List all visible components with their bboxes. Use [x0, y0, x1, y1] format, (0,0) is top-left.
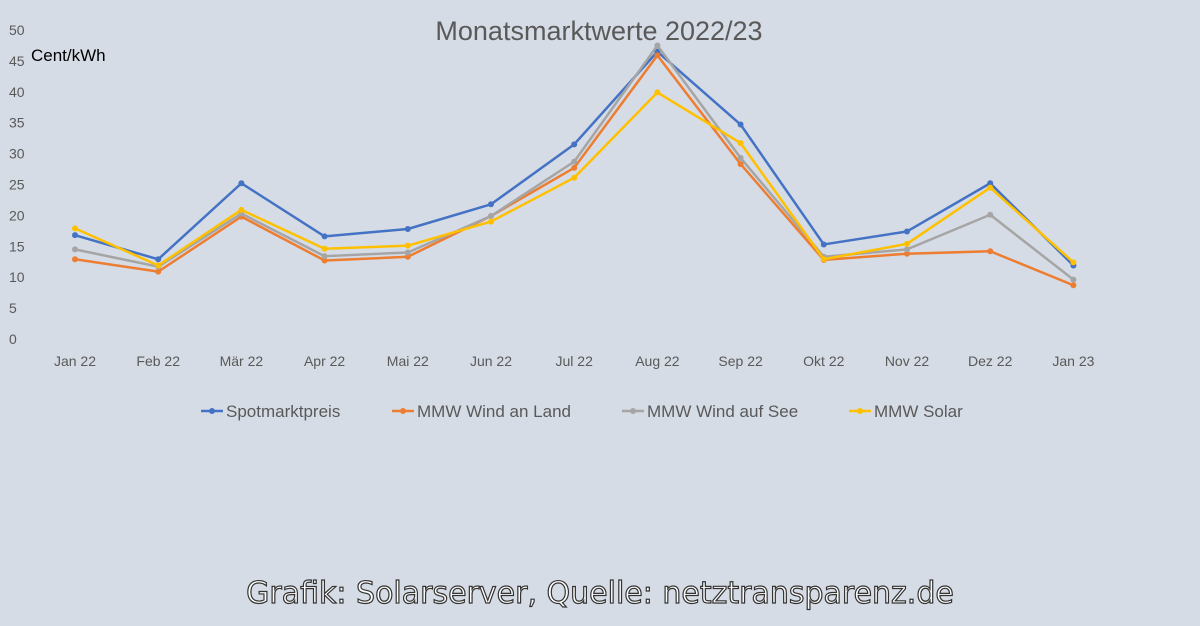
x-tick-label: Dez 22 [968, 353, 1013, 369]
series-3 [72, 89, 1077, 269]
data-point [72, 246, 78, 253]
data-point [1070, 282, 1077, 289]
x-tick-label: Jul 22 [556, 353, 594, 369]
legend-item: MMW Solar [849, 402, 963, 421]
data-point [155, 268, 162, 275]
series-1 [72, 52, 1077, 289]
legend-item: MMW Wind an Land [392, 402, 571, 421]
x-tick-label: Apr 22 [304, 353, 345, 369]
data-point [904, 246, 910, 253]
data-point [72, 232, 78, 239]
y-tick-label: 45 [9, 53, 25, 69]
data-point [820, 241, 827, 248]
y-tick-label: 5 [9, 300, 17, 316]
x-tick-label: Mär 22 [220, 353, 264, 369]
y-tick-label: 15 [9, 238, 25, 254]
data-point [321, 233, 328, 240]
legend-marker [400, 408, 406, 414]
x-axis-ticks: Jan 22 Feb 22 Mär 22 Apr 22 Mai 22 Jun 22 Jul … [54, 353, 1095, 369]
y-tick-label: 30 [9, 146, 25, 162]
data-point [488, 213, 494, 220]
y-tick-label: 35 [9, 115, 25, 131]
x-tick-label: Jan 23 [1052, 353, 1094, 369]
legend-marker [630, 408, 636, 414]
data-point [571, 164, 578, 171]
y-tick-label: 0 [9, 331, 17, 347]
data-point [571, 158, 578, 165]
data-point [404, 242, 411, 249]
y-tick-label: 20 [9, 207, 25, 223]
series-0 [72, 48, 1077, 269]
data-point [654, 52, 661, 59]
legend: Spotmarktpreis MMW Wind an Land MMW Wind a… [201, 402, 963, 421]
y-tick-label: 50 [9, 22, 25, 38]
x-tick-label: Jan 22 [54, 353, 96, 369]
legend-marker [209, 408, 215, 414]
data-point [1070, 259, 1077, 266]
x-tick-label: Nov 22 [885, 353, 930, 369]
data-point [321, 257, 328, 264]
data-point [155, 256, 162, 263]
data-point [571, 141, 578, 148]
data-point [904, 228, 910, 235]
y-axis-label: Cent/kWh [31, 46, 106, 65]
y-tick-label: 10 [9, 269, 25, 285]
data-point [488, 201, 494, 208]
data-point [321, 253, 328, 260]
chart-title: Monatsmarktwerte 2022/23 [435, 16, 762, 46]
data-point [737, 121, 744, 128]
data-point [72, 225, 78, 232]
legend-item: MMW Wind auf See [622, 402, 798, 421]
x-tick-label: Mai 22 [387, 353, 429, 369]
data-point [737, 140, 744, 147]
data-point [238, 206, 245, 213]
legend-label: MMW Wind an Land [417, 402, 571, 421]
x-tick-label: Jun 22 [470, 353, 512, 369]
data-point [654, 89, 661, 96]
x-tick-label: Aug 22 [635, 353, 680, 369]
legend-item: Spotmarktpreis [201, 402, 340, 421]
x-tick-label: Feb 22 [136, 353, 180, 369]
x-tick-label: Okt 22 [803, 353, 844, 369]
data-point [904, 250, 910, 257]
y-tick-label: 40 [9, 84, 25, 100]
data-point [820, 256, 827, 263]
legend-label: Spotmarktpreis [226, 402, 340, 421]
data-point [571, 174, 578, 181]
series-2 [72, 42, 1077, 283]
data-point [321, 245, 328, 252]
data-point [987, 211, 994, 218]
legend-label: MMW Wind auf See [647, 402, 798, 421]
data-point [488, 218, 494, 225]
data-point [987, 184, 994, 191]
legend-marker [857, 408, 863, 414]
data-point [404, 249, 411, 256]
legend-label: MMW Solar [874, 402, 963, 421]
source-credit: Grafik: Solarserver, Quelle: netztranspa… [246, 575, 955, 611]
data-point [404, 225, 411, 232]
data-point [72, 256, 78, 263]
data-point [737, 154, 744, 161]
x-tick-label: Sep 22 [718, 353, 763, 369]
data-point [155, 262, 162, 269]
data-point [987, 180, 994, 187]
data-point [987, 248, 994, 255]
data-point [1070, 276, 1077, 283]
data-point [904, 240, 910, 247]
data-point [404, 253, 411, 260]
series-lines [72, 42, 1077, 289]
data-point [238, 180, 245, 187]
data-point [737, 161, 744, 168]
data-point [654, 42, 661, 49]
y-tick-label: 25 [9, 177, 25, 193]
y-axis-ticks: 0 5 10 15 20 25 30 35 40 45 50 [9, 22, 25, 347]
